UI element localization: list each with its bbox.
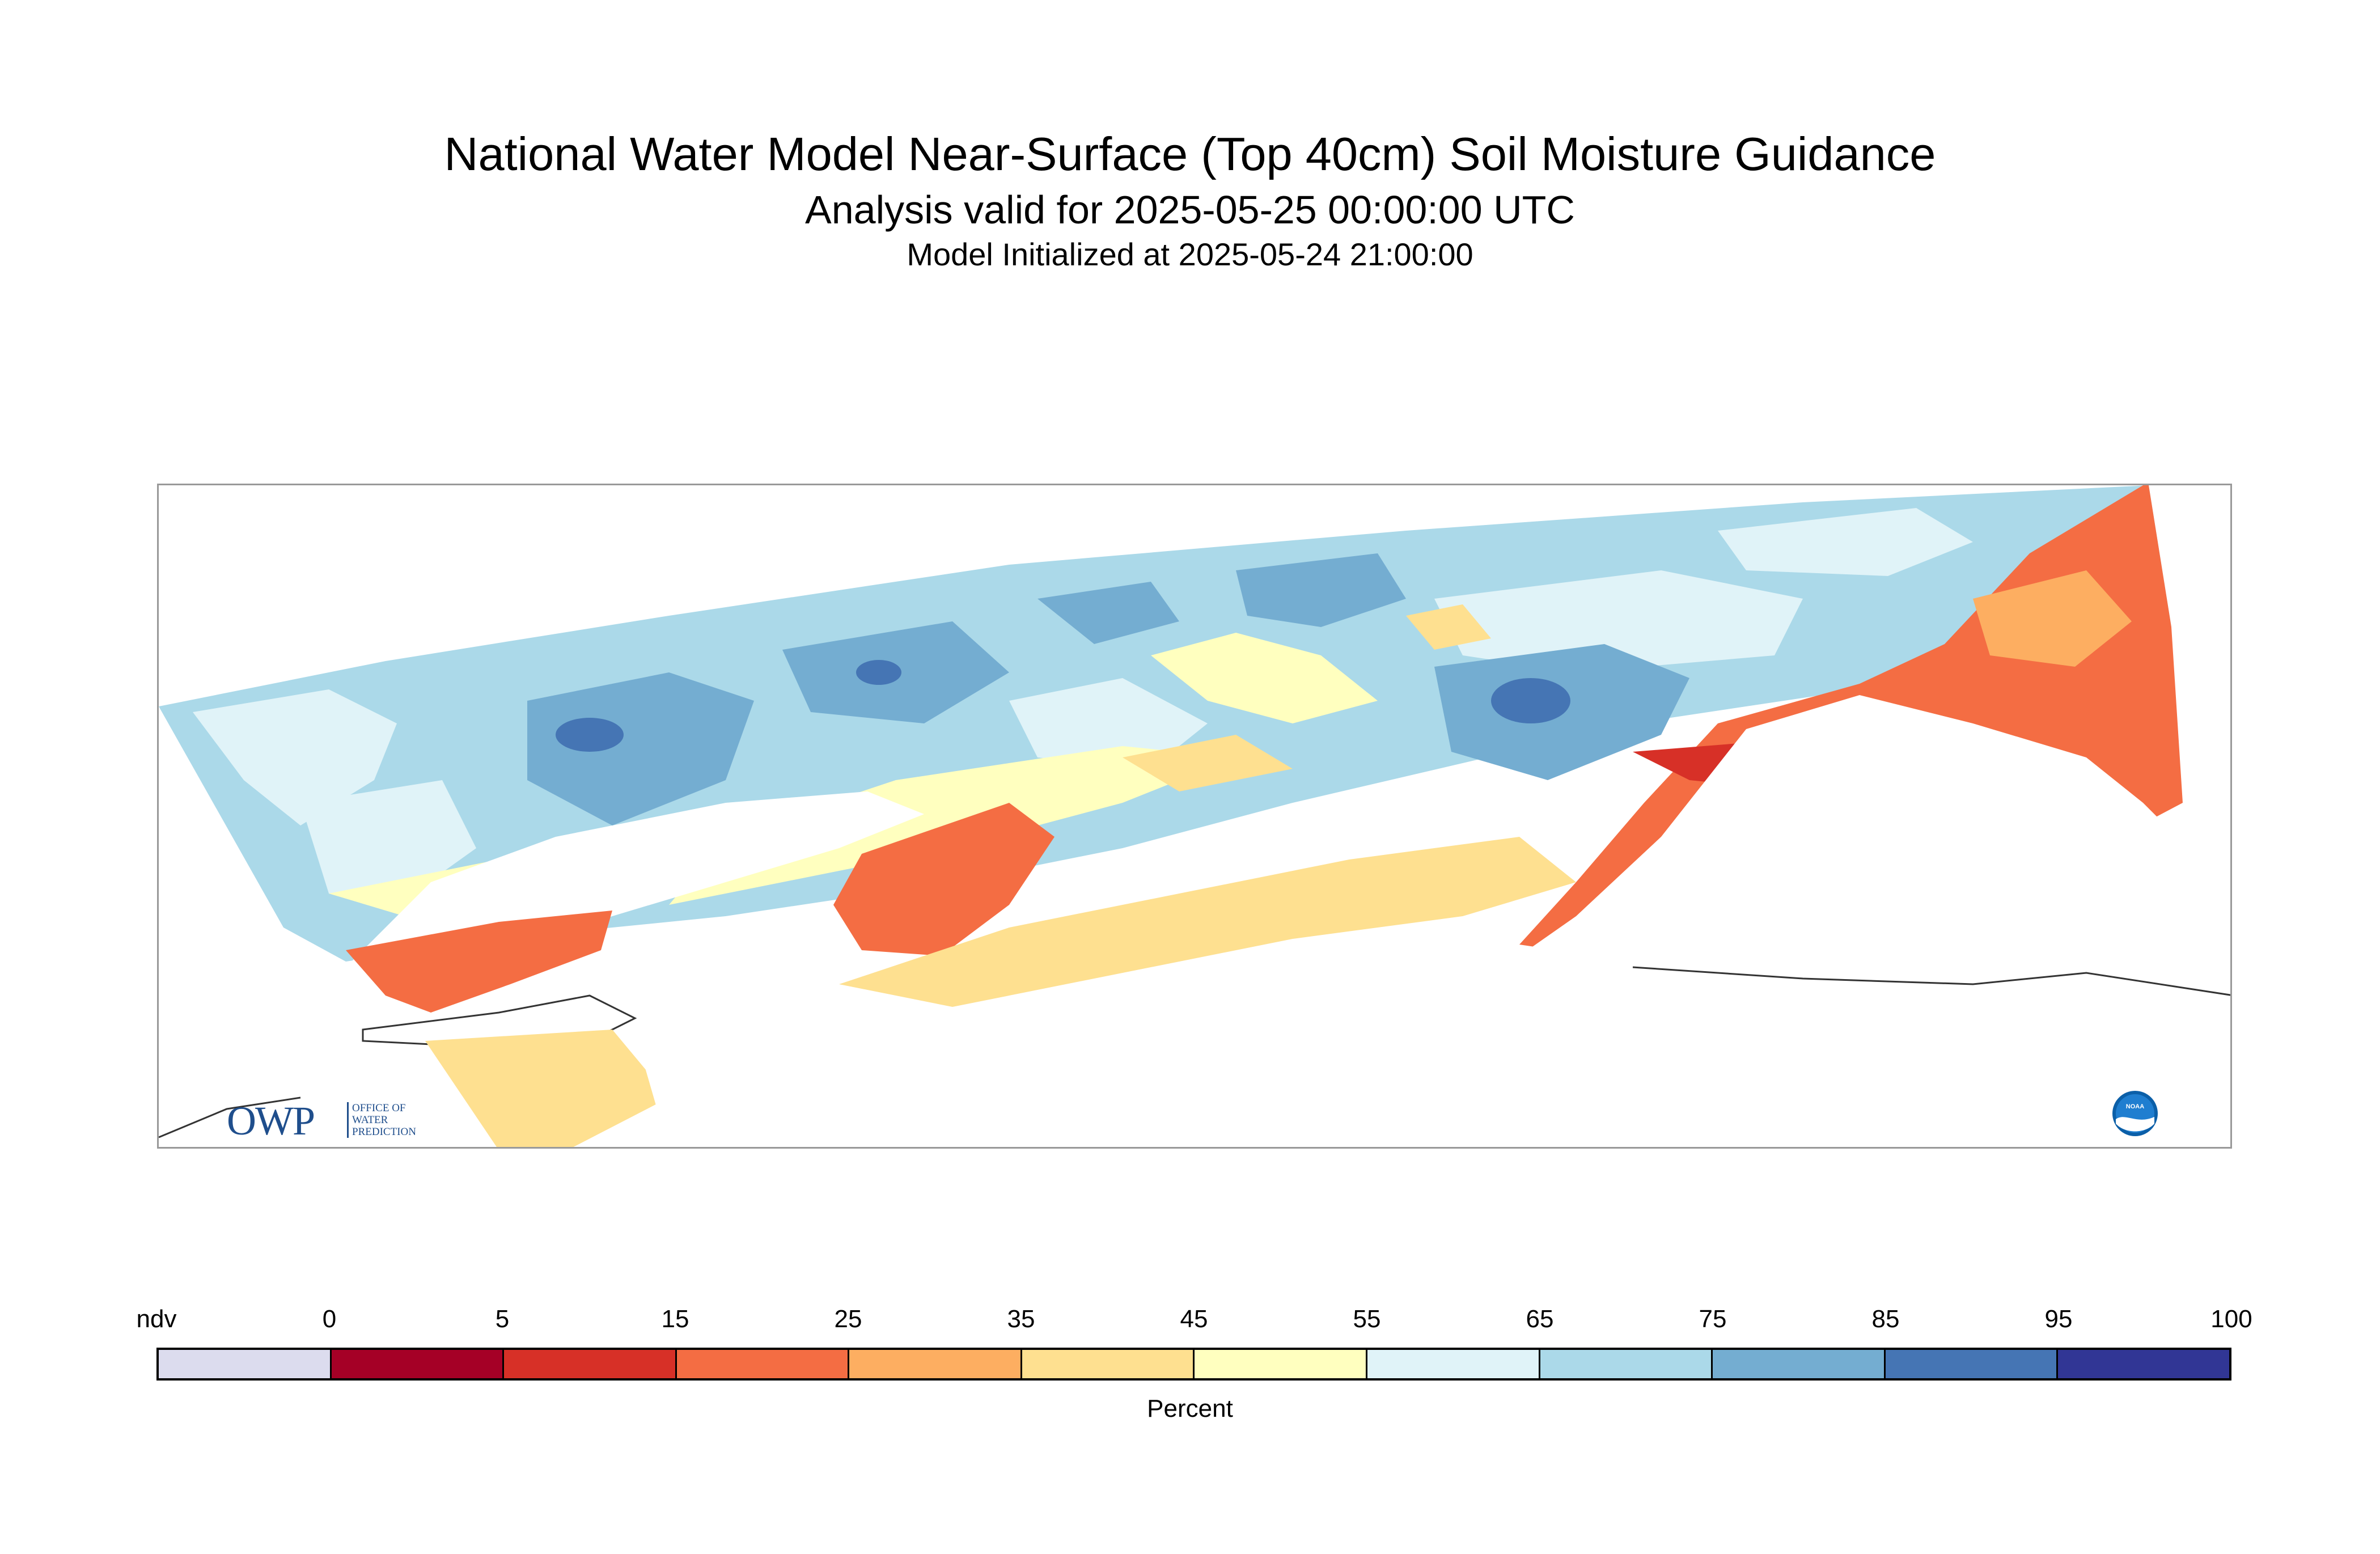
colorbar-bin-8 (1540, 1350, 1713, 1378)
colorbar-tick-label: 65 (1526, 1305, 1554, 1333)
owp-logo: OWP OFFICE OF WATER PREDICTION (227, 1099, 442, 1143)
colorbar-bin-1 (331, 1350, 505, 1378)
colorbar-tick-label: 55 (1353, 1305, 1381, 1333)
colorbar-bin-9 (1713, 1350, 1886, 1378)
noaa-logo-text: NOAA (2125, 1103, 2145, 1110)
colorbar-tick-label: 45 (1180, 1305, 1208, 1333)
model-init-line: Model Initialized at 2025-05-24 21:00:00 (907, 236, 1473, 272)
colorbar-bin-0 (159, 1350, 332, 1378)
owp-line-2: WATER (352, 1114, 388, 1126)
colorbar-bin-6 (1195, 1350, 1368, 1378)
white-ocean (641, 984, 1518, 1147)
noaa-logo-icon (2112, 1091, 2158, 1136)
colorbar-tick-label: 100 (2210, 1305, 2252, 1333)
southern-yellow-coast (839, 837, 1576, 1007)
owp-line-1: OFFICE OF (352, 1102, 406, 1114)
map-title: National Water Model Near-Surface (Top 4… (444, 128, 1936, 180)
colorbar-tick-label: ndv (136, 1305, 177, 1333)
colorbar-unit-label: Percent (1147, 1395, 1233, 1422)
map-subtitle: Analysis valid for 2025-05-25 00:00:00 U… (805, 188, 1575, 232)
owp-logo-letters: OWP (227, 1098, 315, 1144)
colorbar-bin-3 (676, 1350, 850, 1378)
colorbar-tick-label: 0 (322, 1305, 337, 1333)
owp-logo-subtext: OFFICE OF WATER PREDICTION (347, 1102, 416, 1138)
colorbar-tick-label: 35 (1007, 1305, 1035, 1333)
pale-blue-patches (193, 508, 1973, 905)
colorbar-bin-7 (1367, 1350, 1540, 1378)
owp-line-3: PREDICTION (352, 1126, 416, 1138)
peninsula-orange (833, 803, 1055, 956)
colorbar-bin-11 (2058, 1350, 2229, 1378)
colorbar-bin-10 (1885, 1350, 2059, 1378)
lower-left-fill (425, 1030, 669, 1147)
colorbar-tick-label: 5 (495, 1305, 510, 1333)
colorbar-bin-2 (504, 1350, 677, 1378)
colorbar (156, 1348, 2231, 1381)
light-orange-bands (1123, 604, 1491, 791)
colorbar-tick-label: 25 (834, 1305, 862, 1333)
dark-blue-spots (556, 660, 1570, 752)
ice-field-white (1463, 695, 2230, 1147)
soil-moisture-map (157, 484, 2232, 1149)
colorbar-tick-label: 95 (2044, 1305, 2073, 1333)
colorbar-tick-label: 75 (1699, 1305, 1727, 1333)
map-canvas (159, 485, 2230, 1147)
colorbar-tick-label: 85 (1871, 1305, 1900, 1333)
colorbar-bin-5 (1022, 1350, 1195, 1378)
colorbar-bin-4 (849, 1350, 1022, 1378)
southwest-orange-region (346, 911, 612, 1013)
colorbar-tick-label: 15 (661, 1305, 689, 1333)
